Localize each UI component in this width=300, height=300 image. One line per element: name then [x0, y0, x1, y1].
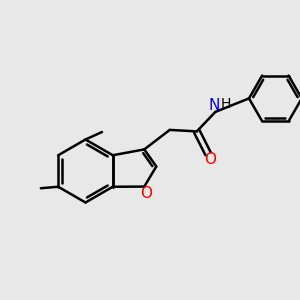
Text: H: H — [221, 97, 231, 110]
Text: O: O — [204, 152, 216, 167]
Text: N: N — [208, 98, 220, 113]
Text: O: O — [140, 186, 152, 201]
